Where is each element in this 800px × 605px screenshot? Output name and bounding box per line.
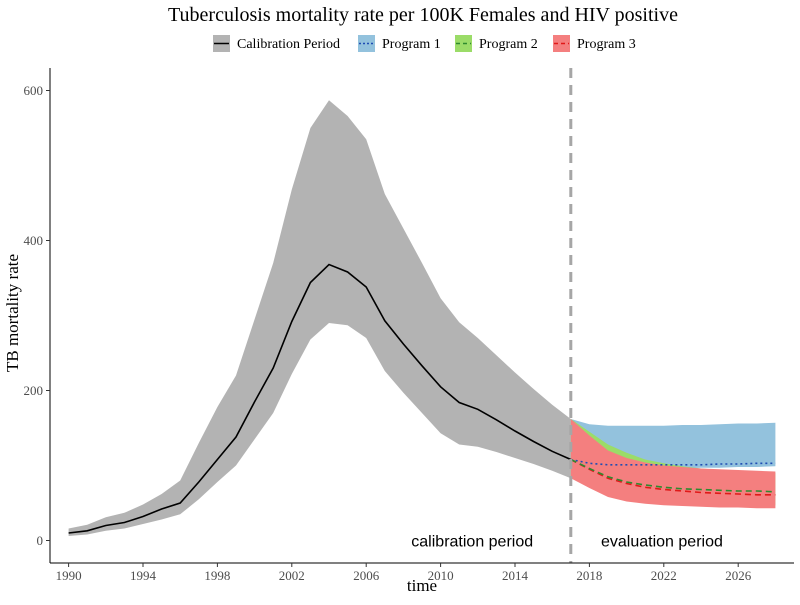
calibration-period-band: [68, 100, 571, 537]
program-3-band: [570, 419, 776, 509]
y-axis-title: TB mortality rate: [3, 254, 22, 372]
plot-area: [68, 68, 776, 563]
calibration-period-line: [68, 263, 572, 534]
program-2-line: [570, 458, 776, 493]
y-axis-ticks: 0 200 400 600: [24, 83, 50, 548]
x-tick-label: 2022: [651, 568, 677, 583]
legend-label: Program 3: [577, 37, 636, 52]
x-tick-label: 2002: [279, 568, 305, 583]
axes: 1990 1994 1998 2002 2006 2010 2014 2018 2022 2026…: [24, 68, 794, 583]
x-axis-title: time: [407, 576, 437, 595]
y-tick-label: 400: [24, 233, 44, 248]
calibration-period-label: calibration period: [411, 534, 533, 551]
chart-title: Tuberculosis mortality rate per 100K Fem…: [168, 4, 678, 26]
x-tick-label: 2018: [576, 568, 602, 583]
program-1-line: [570, 458, 776, 466]
legend-label: Program 1: [382, 37, 441, 52]
x-axis-ticks: 1990 1994 1998 2002 2006 2010 2014 2018 2022 2026: [56, 563, 752, 583]
legend-item-calibration-period: Calibration Period: [213, 35, 340, 52]
uncertainty-bands: [68, 100, 776, 537]
legend-item-program-1: Program 1: [358, 35, 441, 52]
x-tick-label: 1994: [130, 568, 157, 583]
y-tick-label: 600: [24, 83, 44, 98]
legend-label: Program 2: [479, 37, 538, 52]
x-tick-label: 2026: [725, 568, 752, 583]
y-tick-label: 200: [24, 383, 44, 398]
legend: Calibration Period Program 1 Program 2 Prog…: [213, 35, 636, 52]
y-tick-label: 0: [37, 533, 44, 548]
series-lines: [68, 263, 776, 534]
legend-item-program-2: Program 2: [455, 35, 538, 52]
legend-label: Calibration Period: [237, 37, 340, 52]
x-tick-label: 2014: [502, 568, 529, 583]
legend-item-program-3: Program 3: [553, 35, 636, 52]
x-tick-label: 2006: [353, 568, 380, 583]
x-tick-label: 2010: [428, 568, 454, 583]
evaluation-period-label: evaluation period: [601, 534, 723, 551]
x-tick-label: 1990: [56, 568, 82, 583]
legend-swatch: [358, 35, 375, 52]
x-tick-label: 1998: [204, 568, 230, 583]
